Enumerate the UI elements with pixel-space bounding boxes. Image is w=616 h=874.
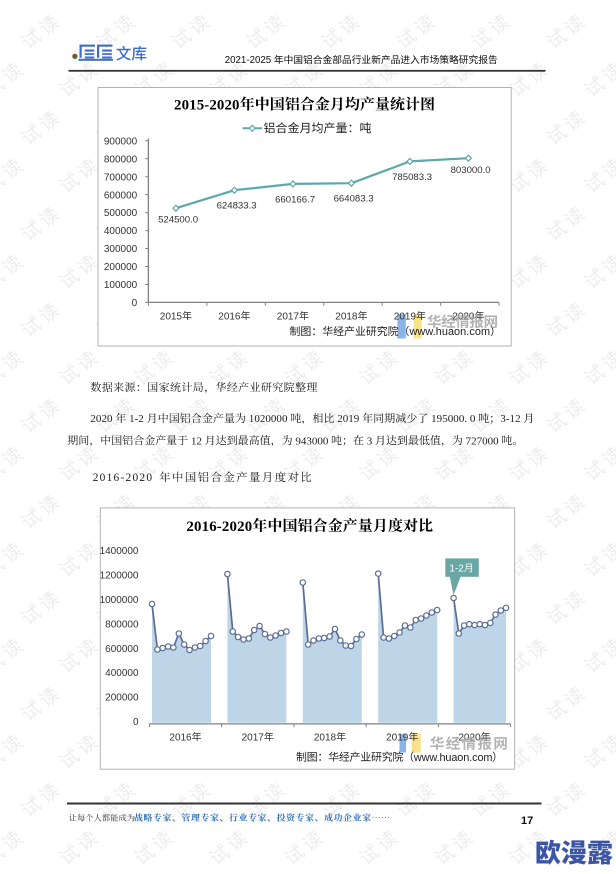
svg-text:0: 0	[133, 717, 139, 728]
svg-text:400000: 400000	[105, 668, 139, 679]
svg-text:800000: 800000	[105, 619, 139, 630]
svg-text:300000: 300000	[104, 244, 138, 255]
svg-text:0: 0	[132, 298, 138, 309]
svg-text:195000. 0: 195000. 0	[431, 413, 476, 425]
svg-text:2016-2020: 2016-2020	[93, 472, 154, 484]
svg-text:524500.0: 524500.0	[158, 214, 198, 225]
svg-text:2020: 2020	[452, 311, 475, 322]
svg-text:2016-2020: 2016-2020	[186, 519, 252, 535]
svg-text:2015: 2015	[160, 311, 183, 322]
svg-text:www.huaon.com: www.huaon.com	[408, 326, 490, 338]
svg-text:2018: 2018	[314, 732, 337, 743]
svg-text:2017: 2017	[277, 311, 300, 322]
svg-text:624833.3: 624833.3	[217, 201, 257, 212]
svg-text:1-2: 1-2	[449, 564, 464, 575]
svg-text:600000: 600000	[105, 644, 139, 655]
svg-text:1200000: 1200000	[100, 571, 139, 582]
svg-text:900000: 900000	[104, 136, 138, 147]
svg-text:727000: 727000	[466, 435, 500, 447]
svg-text:2016: 2016	[218, 311, 241, 322]
svg-text:700000: 700000	[104, 172, 138, 183]
svg-text:785083.3: 785083.3	[392, 172, 432, 183]
svg-text:2016: 2016	[169, 732, 192, 743]
svg-text:200000: 200000	[105, 693, 139, 704]
svg-text:800000: 800000	[104, 154, 138, 165]
svg-text:1400000: 1400000	[100, 546, 139, 557]
svg-text:2019: 2019	[386, 732, 409, 743]
svg-text:3: 3	[367, 435, 373, 447]
svg-text:12: 12	[191, 435, 202, 447]
svg-text:2019: 2019	[337, 413, 360, 425]
svg-text:803000.0: 803000.0	[451, 165, 491, 176]
svg-text:2021-2025: 2021-2025	[225, 55, 272, 66]
svg-text:2019: 2019	[394, 311, 417, 322]
svg-text:1-2: 1-2	[129, 413, 144, 425]
svg-text:943000: 943000	[295, 435, 329, 447]
svg-text:2017: 2017	[242, 732, 265, 743]
svg-text:1000000: 1000000	[100, 595, 139, 606]
svg-text:100000: 100000	[104, 280, 138, 291]
svg-text:2018: 2018	[335, 311, 358, 322]
svg-text:400000: 400000	[104, 226, 138, 237]
svg-text:3-12: 3-12	[500, 413, 520, 425]
svg-text:2020: 2020	[90, 413, 113, 425]
svg-text:664083.3: 664083.3	[334, 194, 374, 205]
svg-text:2015-2020: 2015-2020	[174, 97, 240, 113]
svg-text:500000: 500000	[104, 208, 138, 219]
svg-text:660166.7: 660166.7	[275, 194, 315, 205]
svg-text:1020000: 1020000	[249, 413, 288, 425]
svg-text:www.huaon.com: www.huaon.com	[413, 752, 492, 764]
svg-text:17: 17	[521, 815, 533, 827]
svg-text:200000: 200000	[104, 262, 138, 273]
svg-text:600000: 600000	[104, 190, 138, 201]
